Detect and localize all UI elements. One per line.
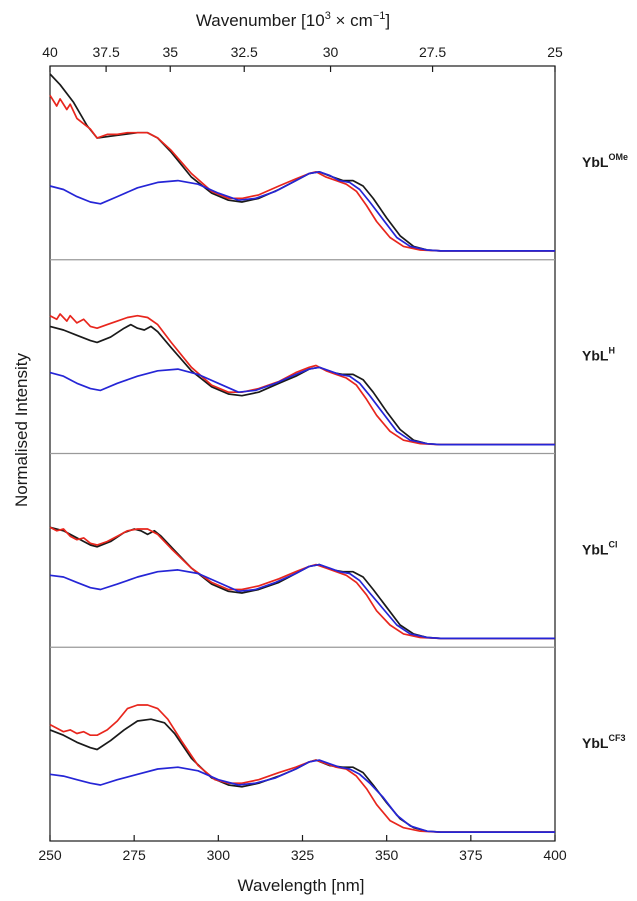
panel-label-base: YbL (582, 735, 609, 751)
series-line-panel-1-1 (49, 73, 555, 252)
panel-label: YbLCF3 (582, 733, 625, 751)
panel-label-base: YbL (582, 541, 609, 557)
x-tick-label: 300 (207, 847, 231, 863)
top-axis-title-post: ] (385, 11, 390, 30)
panel-label-sup: H (608, 346, 615, 356)
panel-label-base: YbL (582, 154, 609, 170)
top-axis-title-pre: Wavenumber [10 (196, 11, 325, 30)
top-tick-label: 35 (162, 44, 178, 60)
top-tick-label: 27.5 (419, 44, 446, 60)
x-tick-label: 275 (122, 847, 146, 863)
panel-label-sup: OMe (608, 152, 628, 162)
panel-label-sup: Cl (608, 539, 617, 549)
x-tick-label: 325 (291, 847, 315, 863)
top-tick-label: 32.5 (231, 44, 258, 60)
x-tick-label: 400 (543, 847, 567, 863)
top-axis: 40 37.5 35 32.5 30 27.5 25 (42, 44, 563, 72)
top-axis-title-mid: × cm (331, 11, 373, 30)
series-line-panel-1-3 (49, 170, 555, 252)
series-layer (49, 73, 555, 833)
series-line-panel-4-3 (49, 759, 555, 833)
top-axis-title-exp2: −1 (373, 10, 386, 22)
panel-label-base: YbL (582, 348, 609, 364)
panel-label: YbLOMe (582, 152, 628, 170)
series-line-panel-3-3 (49, 563, 555, 640)
series-line-panel-2-2 (49, 313, 555, 446)
panel-label: YbLCl (582, 539, 617, 557)
x-tick-label: 375 (459, 847, 483, 863)
panel-label: YbLH (582, 346, 615, 364)
panel-label-sup: CF3 (608, 733, 625, 743)
top-tick-label: 25 (547, 44, 563, 60)
series-line-panel-1-2 (49, 94, 555, 252)
x-tick-label: 250 (38, 847, 62, 863)
top-axis-title: Wavenumber [103 × cm−1] (196, 10, 390, 30)
series-line-panel-4-2 (49, 704, 555, 833)
bottom-axis: 250 275 300 325 350 375 400 (38, 835, 567, 863)
panel-dividers (50, 259, 555, 648)
series-line-panel-3-1 (49, 526, 555, 640)
top-tick-label: 37.5 (92, 44, 119, 60)
x-tick-label: 350 (375, 847, 399, 863)
top-axis-title-exp1: 3 (325, 10, 331, 22)
top-tick-label: 40 (42, 44, 58, 60)
series-line-panel-3-2 (49, 526, 555, 640)
series-line-panel-2-3 (49, 366, 555, 446)
top-tick-label: 30 (323, 44, 339, 60)
x-axis-title: Wavelength [nm] (238, 876, 365, 895)
series-line-panel-2-1 (49, 323, 555, 446)
y-axis-title: Normalised Intensity (12, 353, 31, 508)
series-line-panel-4-1 (49, 718, 555, 833)
